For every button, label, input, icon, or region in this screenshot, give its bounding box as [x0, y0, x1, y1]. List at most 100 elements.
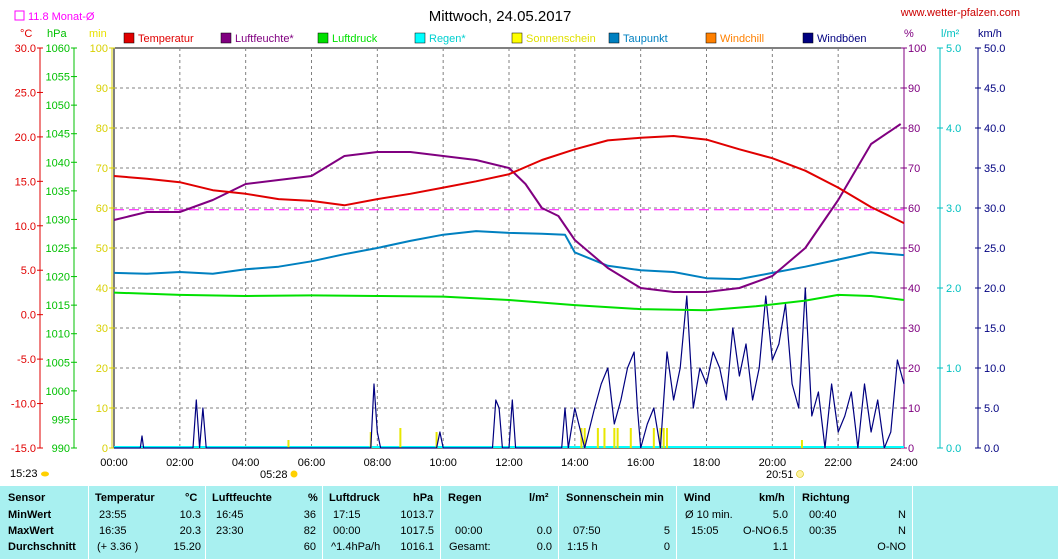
press-trend: ^1.4hPa/h	[331, 541, 381, 553]
temperature-axis-tick-label: 25.0	[15, 87, 36, 99]
x-tick-label: 14:00	[561, 457, 589, 469]
pressure-axis-tick-label: 1060	[46, 43, 70, 55]
pressure-axis-tick-label: 1035	[46, 186, 70, 198]
pressure-axis-tick-label: 1050	[46, 100, 70, 112]
legend-label: Windböen	[817, 33, 867, 45]
header-pressure: Luftdruck	[329, 492, 380, 504]
legend-swatch	[802, 32, 814, 44]
sunshine-bar	[666, 428, 668, 448]
sunshine-axis-tick-label: 40	[96, 283, 108, 295]
temperature-axis-tick-label: 5.0	[21, 265, 36, 277]
row-label: Durchschnitt	[8, 541, 76, 553]
temperature-axis-tick-label: 0.0	[21, 310, 36, 322]
x-tick-label: 04:00	[232, 457, 260, 469]
temp-avg-value: 15.20	[173, 541, 201, 553]
dir-max-time: 00:35	[809, 525, 837, 537]
header-humidity: Luftfeuchte	[212, 492, 272, 504]
pressure-axis-tick-label: 1025	[46, 243, 70, 255]
temperature-axis-tick-label: 15.0	[15, 176, 36, 188]
humidity-axis-tick-label: 50	[908, 243, 920, 255]
sunshine-bar	[613, 428, 616, 448]
sunshine-bar	[629, 428, 632, 448]
unit-hpa: hPa	[47, 28, 67, 40]
x-tick-label: 08:00	[364, 457, 392, 469]
sunrise-time: 05:28	[260, 469, 288, 481]
sunshine-bar	[399, 428, 402, 448]
corner-time: 15:23	[10, 468, 38, 480]
sunshine-bar	[287, 440, 290, 448]
humidity-axis-tick-label: 30	[908, 323, 920, 335]
unit-percent: %	[904, 28, 914, 40]
humidity-axis-tick-label: 100	[908, 43, 926, 55]
press-max-value: 1017.5	[400, 525, 434, 537]
pressure-axis-tick-label: 1040	[46, 157, 70, 169]
x-tick-label: 00:00	[100, 457, 128, 469]
rain-axis-tick-label: 5.0	[946, 43, 961, 55]
sunshine-bar	[662, 428, 665, 448]
col-pressure: Luftdruck hPa 17:15 1013.7 00:00 1017.5 …	[323, 486, 441, 559]
header-humidity-unit: %	[308, 492, 318, 504]
sunshine-axis-tick-label: 20	[96, 363, 108, 375]
monthly-avg-icon	[14, 10, 25, 21]
press-avg-value: 1016.1	[400, 541, 434, 553]
luftdruck-series-line	[113, 291, 905, 312]
sunshine-axis-tick-label: 50	[96, 243, 108, 255]
website-link[interactable]: www.wetter-pfalzen.com	[900, 7, 1020, 19]
legend-label: Sonnenschein	[526, 33, 596, 45]
wind-axis-tick-label: 45.0	[984, 83, 1005, 95]
chart-grid	[113, 47, 905, 449]
wind-axis-tick-label: 50.0	[984, 43, 1005, 55]
pressure-axis-tick-label: 1055	[46, 72, 70, 84]
sunshine-bar	[580, 428, 583, 448]
header-wind-unit: km/h	[759, 492, 785, 504]
sun-max-value: 5	[663, 525, 670, 537]
sun-max-time: 07:50	[573, 525, 601, 537]
temperature-axis-tick-label: -10.0	[11, 399, 36, 411]
sunshine-axis-tick-label: 70	[96, 163, 108, 175]
legend-swatch	[414, 32, 426, 44]
x-tick-label: 12:00	[495, 457, 523, 469]
unit-kmh: km/h	[978, 28, 1002, 40]
humidity-axis-tick-label: 80	[908, 123, 920, 135]
legend: Temperatur Luftfeuchte* Luftdruck Regen* Son…	[123, 32, 867, 45]
header-wind: Wind	[684, 492, 711, 504]
pressure-axis-tick-label: 1000	[46, 386, 70, 398]
temperature-axis-tick-label: 10.0	[15, 221, 36, 233]
sunshine-bar	[583, 428, 586, 448]
dir-max-value: N	[898, 525, 906, 537]
temp-min-value: 10.3	[179, 509, 201, 521]
sunshine-axis-tick-label: 0	[102, 443, 108, 455]
luftfeuchte-series-line	[113, 123, 902, 293]
pressure-axis-tick-label: 1045	[46, 129, 70, 141]
sun-avg-value: 0	[663, 541, 670, 553]
monthly-avg-label: 11.8 Monat-Ø	[28, 11, 95, 23]
wind-axis-tick-label: 15.0	[984, 323, 1005, 335]
col-wind: Wind km/h Ø 10 min. 5.0 15:05 O-NO 6.5 1…	[677, 486, 795, 559]
temperature-axis-tick-label: -15.0	[11, 443, 36, 455]
wind-max-value: 6.5	[772, 525, 788, 537]
sunset-time: 20:51	[766, 469, 794, 481]
header-temperature: Temperatur	[95, 492, 155, 504]
unit-min: min	[89, 28, 107, 40]
press-max-time: 00:00	[333, 525, 361, 537]
rain-axis-tick-label: 2.0	[946, 283, 961, 295]
sunshine-bar	[596, 428, 599, 448]
temp-max-time: 16:35	[99, 525, 127, 537]
hum-min-time: 16:45	[216, 509, 244, 521]
wind-axis-tick-label: 25.0	[984, 243, 1005, 255]
x-tick-label: 02:00	[166, 457, 194, 469]
col-humidity: Luftfeuchte % 16:45 36 23:30 82 60	[206, 486, 323, 559]
chart-series	[113, 123, 905, 449]
sunshine-bar	[800, 440, 803, 448]
rain-total-label: Gesamt:	[449, 541, 491, 553]
sunshine-axis-tick-label: 60	[96, 203, 108, 215]
header-temperature-unit: °C	[185, 492, 198, 504]
humidity-axis-tick-label: 20	[908, 363, 920, 375]
dir-min-time: 00:40	[809, 509, 837, 521]
temperature-axis-tick-label: 30.0	[15, 43, 36, 55]
sunshine-axis-tick-label: 90	[96, 83, 108, 95]
sunshine-bar	[435, 432, 438, 448]
sunshine-axis-tick-label: 10	[96, 403, 108, 415]
sunrise-sun-icon	[290, 470, 298, 478]
wind-max-time: 15:05	[691, 525, 719, 537]
